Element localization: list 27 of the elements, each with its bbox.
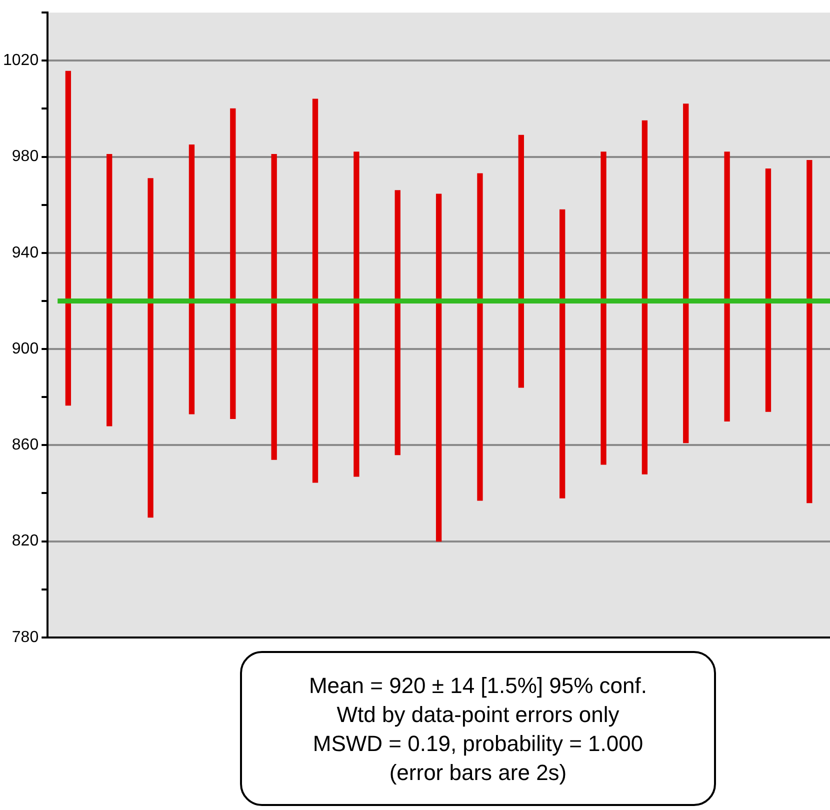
y-tick-label: 820: [12, 532, 39, 550]
note-box: Mean = 920 ± 14 [1.5%] 95% conf. Wtd by data-point errors only MSWD = 0.19, probability = 1.000 (error bars are 2s): [240, 651, 716, 806]
bar: [188, 144, 195, 414]
bar: [642, 120, 648, 474]
bar: [271, 154, 277, 460]
bar: [560, 209, 566, 498]
bar: [230, 108, 236, 420]
bar: [354, 152, 360, 477]
bar: [436, 194, 442, 542]
bar: [148, 178, 154, 518]
bar: [765, 168, 772, 412]
y-tick-label: 980: [12, 148, 39, 166]
bar: [724, 152, 730, 422]
y-tick-label: 1020: [3, 52, 39, 70]
y-tick-label: 900: [12, 340, 39, 358]
bar: [477, 173, 483, 501]
bar: [600, 152, 606, 465]
bar: [518, 134, 524, 388]
y-tick-label: 940: [12, 244, 39, 262]
bar: [106, 154, 112, 426]
y-tick-label: 780: [12, 628, 39, 646]
bar: [65, 70, 72, 406]
bar: [683, 104, 689, 444]
y-tick-label: 860: [12, 436, 39, 454]
bar: [394, 190, 400, 456]
bar: [312, 98, 318, 483]
bar: [806, 160, 812, 504]
